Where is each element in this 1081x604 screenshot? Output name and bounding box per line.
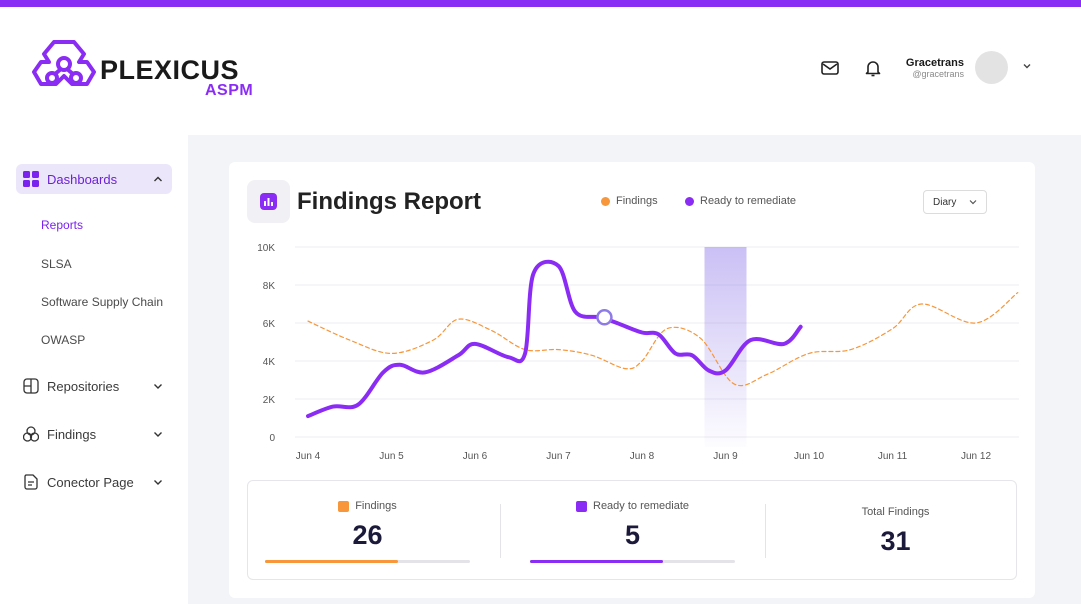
top-accent-bar	[0, 0, 1081, 7]
chevron-up-icon	[154, 176, 162, 182]
stat-label: Findings	[355, 500, 397, 512]
legend-dot	[685, 196, 694, 206]
x-tick-label: Jun 8	[630, 451, 655, 462]
x-tick-label: Jun 5	[379, 451, 404, 462]
hover-marker	[596, 309, 613, 326]
sidebar-item-findings[interactable]: Findings	[16, 419, 172, 449]
plexicus-logo-icon[interactable]	[32, 34, 96, 98]
legend-label: Ready to remediate	[700, 195, 796, 207]
dashboard-grid-icon	[23, 171, 39, 187]
divider	[765, 504, 766, 558]
user-handle: @gracetrans	[912, 69, 964, 79]
x-tick-label: Jun 7	[546, 451, 571, 462]
y-tick-label: 4K	[263, 357, 276, 368]
legend-item-ready-to-remediate[interactable]: Ready to remediate	[685, 195, 796, 207]
legend-dot	[601, 196, 610, 206]
stat-ready-to-remediate: Ready to remediate 5	[530, 481, 735, 581]
x-tick-label: Jun 6	[463, 451, 488, 462]
findings-icon	[23, 426, 39, 442]
report-icon	[247, 180, 290, 223]
stat-findings: Findings 26	[265, 481, 470, 581]
stat-value: 31	[880, 526, 911, 556]
chevron-down-icon	[154, 480, 162, 485]
sidebar-item-label: Findings	[47, 427, 97, 442]
sidebar-item-conector-page[interactable]: Conector Page	[16, 467, 172, 497]
stat-value: 5	[624, 520, 641, 550]
stat-color-square	[576, 500, 587, 512]
progress-track	[265, 560, 470, 563]
x-tick-label: Jun 10	[794, 451, 824, 462]
sidebar-subitem-software-supply-chain[interactable]: Software Supply Chain	[41, 295, 164, 309]
stat-label: Ready to remediate	[593, 500, 689, 512]
stats-panel: Findings 26 Ready to remediate 5 Total F…	[247, 480, 1017, 580]
chevron-down-icon[interactable]	[1021, 60, 1033, 72]
progress-track	[530, 560, 735, 563]
stat-ready-label-row: Ready to remediate	[530, 500, 735, 512]
x-tick-label: Jun 11	[878, 451, 908, 462]
sidebar-item-repositories[interactable]: Repositories	[16, 371, 172, 401]
page-title: Findings Report	[297, 188, 481, 215]
chevron-down-icon	[154, 384, 162, 389]
period-select-value: Diary	[933, 197, 957, 208]
mail-icon[interactable]	[820, 58, 840, 78]
connector-icon	[24, 474, 38, 490]
sidebar-item-dashboards[interactable]: Dashboards	[16, 164, 172, 194]
sidebar-item-label: Repositories	[47, 379, 120, 394]
findings-line-chart: 0 2K 4K 6K 8K 10K Jun 4 Jun 5 Jun 6 Jun 7 Jun 8 Jun…	[257, 243, 1019, 462]
period-select[interactable]: Diary	[923, 190, 987, 214]
bar-chart-icon	[260, 193, 277, 210]
highlight-band	[704, 247, 747, 447]
x-tick-label: Jun 12	[961, 451, 991, 462]
divider	[500, 504, 501, 558]
sidebar-subitem-owasp[interactable]: OWASP	[41, 333, 86, 347]
sidebar	[0, 135, 188, 604]
progress-fill	[265, 560, 399, 563]
y-tick-label: 10K	[257, 243, 275, 254]
brand-name: PLEXICUS	[100, 55, 240, 85]
bell-icon[interactable]	[863, 58, 883, 78]
stat-findings-label-row: Findings	[265, 500, 470, 512]
chevron-down-icon	[969, 200, 977, 205]
user-name[interactable]: Gracetrans	[905, 57, 964, 69]
sidebar-item-label: Conector Page	[47, 475, 134, 490]
sidebar-item-label: Dashboards	[47, 172, 118, 187]
x-tick-label: Jun 9	[713, 451, 738, 462]
legend-label: Findings	[616, 195, 658, 207]
y-tick-label: 6K	[263, 319, 276, 330]
sidebar-subitem-reports[interactable]: Reports	[41, 218, 84, 232]
progress-fill	[530, 560, 664, 563]
sidebar-subitem-slsa[interactable]: SLSA	[41, 257, 72, 271]
stat-label: Total Findings	[861, 506, 930, 518]
stat-color-square	[338, 500, 350, 512]
legend-item-findings[interactable]: Findings	[601, 195, 658, 207]
header	[0, 7, 1081, 135]
ready-to-remediate-series-line	[306, 259, 803, 419]
avatar[interactable]	[975, 51, 1008, 84]
stat-value: 26	[352, 520, 383, 550]
y-tick-label: 8K	[263, 281, 276, 292]
x-tick-label: Jun 4	[296, 451, 321, 462]
stat-total-findings: Total Findings 31	[793, 481, 998, 581]
y-tick-label: 2K	[263, 395, 276, 406]
brand-subtitle: ASPM	[205, 82, 254, 99]
chevron-down-icon	[154, 432, 162, 437]
y-tick-label: 0	[269, 433, 275, 444]
repository-icon	[23, 378, 39, 394]
findings-series-line	[307, 292, 1019, 387]
